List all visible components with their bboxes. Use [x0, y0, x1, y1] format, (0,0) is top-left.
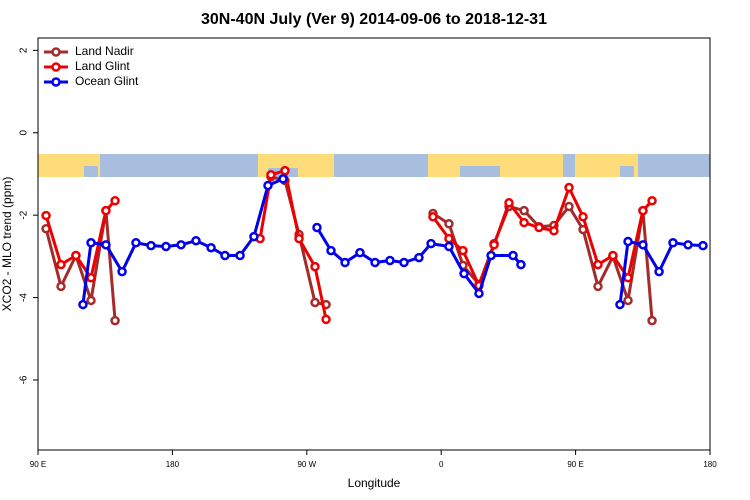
- data-point: [110, 195, 120, 206]
- data-point: [278, 174, 288, 184]
- x-tick-label: 90 E: [567, 460, 583, 469]
- data-point: [110, 315, 120, 326]
- data-point: [176, 240, 186, 250]
- data-point: [608, 250, 618, 261]
- data-point: [86, 238, 96, 248]
- data-point: [516, 259, 526, 270]
- data-point: [161, 241, 171, 252]
- data-point: [414, 252, 424, 263]
- x-tick-label: 180: [166, 460, 180, 469]
- legend-marker: [51, 62, 61, 72]
- data-point: [326, 245, 336, 256]
- data-point: [474, 288, 484, 299]
- series-line: [44, 175, 654, 321]
- data-point: [459, 268, 469, 279]
- data-point: [444, 233, 454, 244]
- data-point: [71, 250, 81, 261]
- data-point: [280, 165, 290, 176]
- data-point: [564, 182, 574, 193]
- data-point: [266, 170, 276, 180]
- legend-label: Land Glint: [75, 59, 130, 73]
- x-tick-label: 90 E: [30, 460, 46, 469]
- data-point: [117, 266, 127, 277]
- data-point: [56, 281, 66, 292]
- data-point: [340, 257, 350, 268]
- x-tick-label: 0: [439, 460, 444, 469]
- y-tick-label: -2: [19, 210, 30, 219]
- chart-title: 30N-40N July (Ver 9) 2014-09-06 to 2018-…: [201, 11, 547, 28]
- data-point: [683, 240, 693, 250]
- data-point: [220, 250, 230, 261]
- data-point: [310, 297, 320, 308]
- data-point: [519, 217, 529, 228]
- data-point: [428, 212, 438, 222]
- data-point: [534, 222, 544, 233]
- data-point: [489, 240, 499, 250]
- data-point: [78, 299, 88, 310]
- data-point: [131, 238, 141, 248]
- data-point: [101, 240, 111, 250]
- data-point: [86, 273, 96, 283]
- data-point: [385, 255, 395, 266]
- legend-label: Land Nadir: [75, 44, 134, 58]
- y-tick-label: 2: [19, 47, 30, 53]
- map-strip: [38, 154, 710, 177]
- data-point: [668, 238, 678, 248]
- data-point: [41, 210, 51, 221]
- data-point: [578, 212, 588, 222]
- data-point: [56, 259, 66, 270]
- series-line: [81, 177, 704, 305]
- x-tick-label: 90 W: [297, 460, 316, 469]
- data-point: [444, 241, 454, 252]
- data-point: [312, 222, 322, 233]
- data-point: [486, 250, 496, 261]
- y-tick-label: -6: [19, 375, 30, 384]
- data-point: [294, 233, 304, 244]
- data-point: [549, 226, 559, 236]
- data-point: [519, 205, 529, 216]
- legend-marker: [51, 77, 61, 87]
- data-point: [101, 205, 111, 216]
- legend-label: Ocean Glint: [75, 74, 139, 88]
- data-point: [458, 245, 468, 256]
- data-point: [263, 180, 273, 191]
- data-point: [638, 205, 648, 216]
- data-point: [444, 219, 454, 229]
- plot-frame: [37, 37, 711, 451]
- data-point: [593, 281, 603, 292]
- x-tick-label: 180: [703, 460, 717, 469]
- data-point: [249, 231, 259, 242]
- data-point: [508, 250, 518, 261]
- data-point: [623, 273, 633, 283]
- data-point: [370, 257, 380, 268]
- x-axis-label: Longitude: [348, 476, 401, 490]
- data-point: [321, 314, 331, 325]
- data-point: [504, 198, 514, 208]
- data-point: [623, 236, 633, 247]
- legend-marker: [51, 47, 61, 57]
- data-point: [191, 235, 201, 246]
- data-point: [146, 240, 156, 251]
- data-point: [86, 295, 96, 306]
- data-point: [235, 250, 245, 261]
- data-point: [310, 261, 320, 272]
- data-point: [654, 266, 664, 277]
- data-point: [399, 257, 409, 268]
- data-point: [426, 238, 436, 249]
- data-point: [647, 315, 657, 326]
- data-point: [638, 240, 648, 250]
- data-point: [647, 195, 657, 206]
- data-point: [698, 240, 708, 251]
- y-tick-label: -4: [19, 293, 30, 302]
- data-point: [206, 242, 216, 253]
- data-point: [593, 259, 603, 270]
- data-point: [355, 247, 365, 258]
- data-point: [623, 295, 633, 306]
- y-tick-label: 0: [19, 130, 30, 136]
- data-point: [615, 299, 625, 310]
- data-point: [564, 201, 574, 212]
- y-axis-label: XCO2 - MLO trend (ppm): [0, 177, 14, 312]
